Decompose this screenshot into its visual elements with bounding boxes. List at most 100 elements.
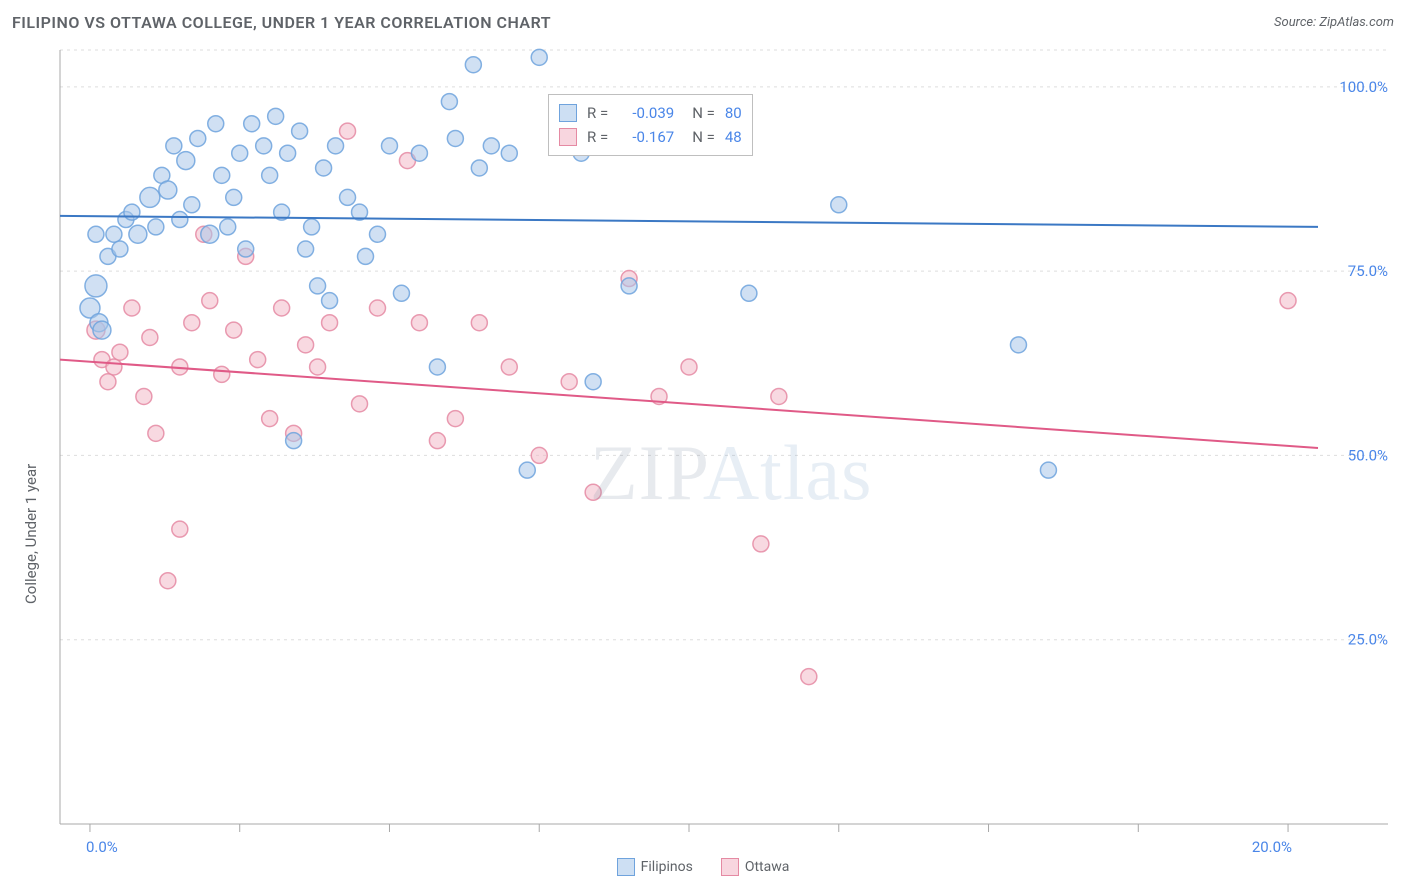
- n-value: 80: [725, 101, 742, 125]
- data-point: [88, 226, 104, 242]
- data-point: [471, 315, 487, 331]
- data-point: [140, 187, 160, 207]
- data-point: [1280, 293, 1296, 309]
- data-point: [298, 337, 314, 353]
- data-point: [393, 285, 409, 301]
- data-point: [369, 300, 385, 316]
- data-point: [298, 241, 314, 257]
- data-point: [256, 138, 272, 154]
- data-point: [771, 388, 787, 404]
- r-value: -0.039: [618, 101, 674, 125]
- data-point: [268, 108, 284, 124]
- legend-label: Filipinos: [641, 859, 693, 875]
- y-tick-label: 75.0%: [1348, 262, 1388, 280]
- scatter-chart: 25.0%50.0%75.0%100.0%0.0%20.0%: [8, 44, 1398, 880]
- data-point: [166, 138, 182, 154]
- data-point: [208, 116, 224, 132]
- data-point: [214, 366, 230, 382]
- data-point: [136, 388, 152, 404]
- data-point: [322, 293, 338, 309]
- data-point: [465, 57, 481, 73]
- data-point: [483, 138, 499, 154]
- data-point: [340, 189, 356, 205]
- data-point: [429, 433, 445, 449]
- data-point: [310, 359, 326, 375]
- correlation-box: R = -0.039 N = 80 R = -0.167 N = 48: [548, 94, 753, 156]
- n-label: N =: [692, 125, 715, 149]
- data-point: [753, 536, 769, 552]
- data-point: [531, 447, 547, 463]
- r-value: -0.167: [618, 125, 674, 149]
- data-point: [190, 130, 206, 146]
- data-point: [1010, 337, 1026, 353]
- data-point: [129, 225, 147, 243]
- legend-item: Ottawa: [721, 858, 790, 876]
- data-point: [244, 116, 260, 132]
- legend-swatch: [559, 104, 577, 122]
- data-point: [201, 225, 219, 243]
- data-point: [519, 462, 535, 478]
- data-point: [352, 396, 368, 412]
- data-point: [801, 669, 817, 685]
- r-label: R =: [587, 101, 608, 125]
- data-point: [585, 374, 601, 390]
- data-point: [429, 359, 445, 375]
- legend-item: Filipinos: [617, 858, 693, 876]
- data-point: [471, 160, 487, 176]
- bottom-legend: Filipinos Ottawa: [8, 858, 1398, 876]
- data-point: [148, 425, 164, 441]
- data-point: [621, 278, 637, 294]
- data-point: [202, 293, 218, 309]
- correlation-row: R = -0.167 N = 48: [559, 125, 742, 149]
- data-point: [142, 329, 158, 345]
- trend-line: [60, 216, 1318, 227]
- chart-title: FILIPINO VS OTTAWA COLLEGE, UNDER 1 YEAR…: [12, 13, 551, 32]
- data-point: [381, 138, 397, 154]
- data-point: [531, 49, 547, 65]
- data-point: [316, 160, 332, 176]
- data-point: [304, 219, 320, 235]
- y-tick-label: 100.0%: [1339, 78, 1388, 96]
- data-point: [447, 411, 463, 427]
- data-point: [322, 315, 338, 331]
- data-point: [100, 374, 116, 390]
- data-point: [369, 226, 385, 242]
- data-point: [262, 167, 278, 183]
- data-point: [184, 197, 200, 213]
- data-point: [250, 352, 266, 368]
- data-point: [340, 123, 356, 139]
- n-value: 48: [725, 125, 742, 149]
- data-point: [172, 212, 188, 228]
- data-point: [274, 300, 290, 316]
- data-point: [501, 359, 517, 375]
- n-label: N =: [692, 101, 715, 125]
- data-point: [85, 275, 107, 297]
- r-label: R =: [587, 125, 608, 149]
- x-tick-label: 0.0%: [86, 838, 118, 856]
- header: FILIPINO VS OTTAWA COLLEGE, UNDER 1 YEAR…: [0, 0, 1406, 36]
- data-point: [184, 315, 200, 331]
- data-point: [292, 123, 308, 139]
- data-point: [831, 197, 847, 213]
- data-point: [160, 573, 176, 589]
- data-point: [124, 300, 140, 316]
- data-point: [441, 94, 457, 110]
- data-point: [226, 189, 242, 205]
- data-point: [177, 152, 195, 170]
- legend-swatch: [559, 128, 577, 146]
- data-point: [411, 315, 427, 331]
- data-point: [106, 226, 122, 242]
- data-point: [280, 145, 296, 161]
- data-point: [112, 241, 128, 257]
- data-point: [93, 321, 111, 339]
- y-tick-label: 50.0%: [1348, 446, 1388, 464]
- data-point: [262, 411, 278, 427]
- data-point: [741, 285, 757, 301]
- data-point: [358, 248, 374, 264]
- data-point: [286, 433, 302, 449]
- data-point: [159, 181, 177, 199]
- correlation-row: R = -0.039 N = 80: [559, 101, 742, 125]
- data-point: [310, 278, 326, 294]
- data-point: [124, 204, 140, 220]
- data-point: [585, 484, 601, 500]
